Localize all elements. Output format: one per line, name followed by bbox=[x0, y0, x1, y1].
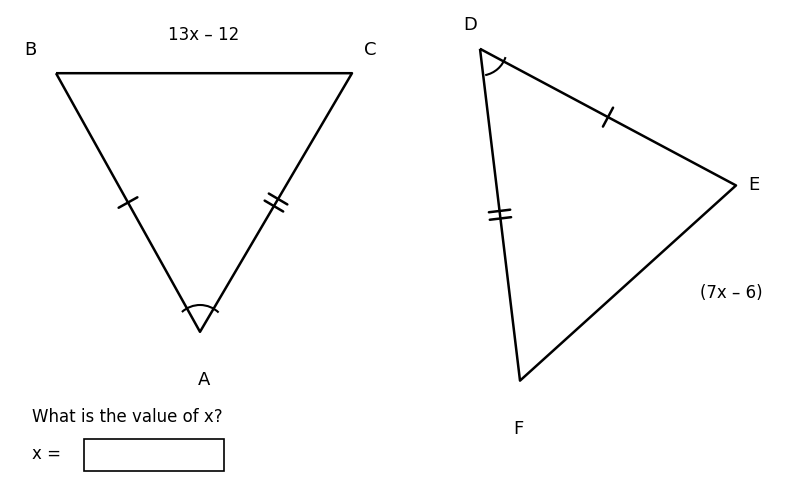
Text: E: E bbox=[748, 177, 759, 194]
Text: (7x – 6): (7x – 6) bbox=[700, 284, 762, 302]
Text: B: B bbox=[24, 41, 36, 59]
Text: F: F bbox=[514, 420, 523, 438]
Text: C: C bbox=[364, 41, 377, 59]
Text: x =: x = bbox=[32, 445, 61, 463]
Text: What is the value of x?: What is the value of x? bbox=[32, 408, 222, 426]
Text: D: D bbox=[463, 16, 478, 34]
Text: 13x – 12: 13x – 12 bbox=[168, 26, 240, 44]
FancyBboxPatch shape bbox=[84, 439, 224, 471]
Text: A: A bbox=[198, 371, 210, 389]
